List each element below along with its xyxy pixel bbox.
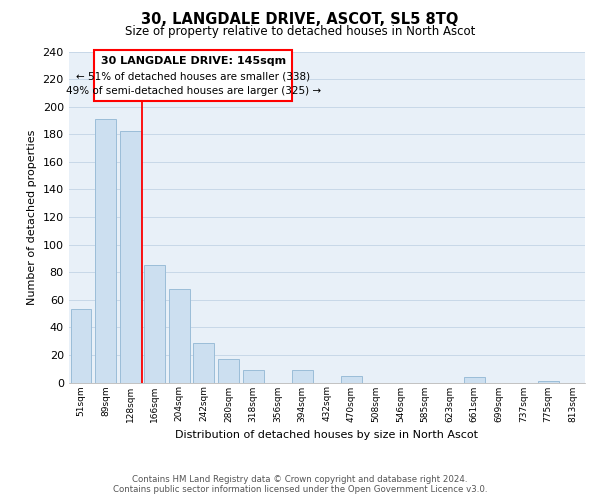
Bar [169, 288, 190, 382]
Bar [95, 119, 116, 382]
Text: Size of property relative to detached houses in North Ascot: Size of property relative to detached ho… [125, 24, 475, 38]
Bar [193, 342, 214, 382]
FancyBboxPatch shape [94, 50, 292, 101]
Bar [464, 377, 485, 382]
Bar [144, 266, 165, 382]
Text: 30, LANGDALE DRIVE, ASCOT, SL5 8TQ: 30, LANGDALE DRIVE, ASCOT, SL5 8TQ [142, 12, 458, 28]
Text: ← 51% of detached houses are smaller (338): ← 51% of detached houses are smaller (33… [76, 72, 311, 82]
Text: 49% of semi-detached houses are larger (325) →: 49% of semi-detached houses are larger (… [66, 86, 321, 97]
Bar [341, 376, 362, 382]
Bar [242, 370, 263, 382]
Text: Contains HM Land Registry data © Crown copyright and database right 2024.
Contai: Contains HM Land Registry data © Crown c… [113, 474, 487, 494]
Bar [218, 359, 239, 382]
Y-axis label: Number of detached properties: Number of detached properties [27, 130, 37, 304]
Bar [292, 370, 313, 382]
Text: 30 LANGDALE DRIVE: 145sqm: 30 LANGDALE DRIVE: 145sqm [101, 56, 286, 66]
Bar [71, 310, 91, 382]
Bar [538, 381, 559, 382]
Bar [119, 132, 140, 382]
X-axis label: Distribution of detached houses by size in North Ascot: Distribution of detached houses by size … [175, 430, 478, 440]
